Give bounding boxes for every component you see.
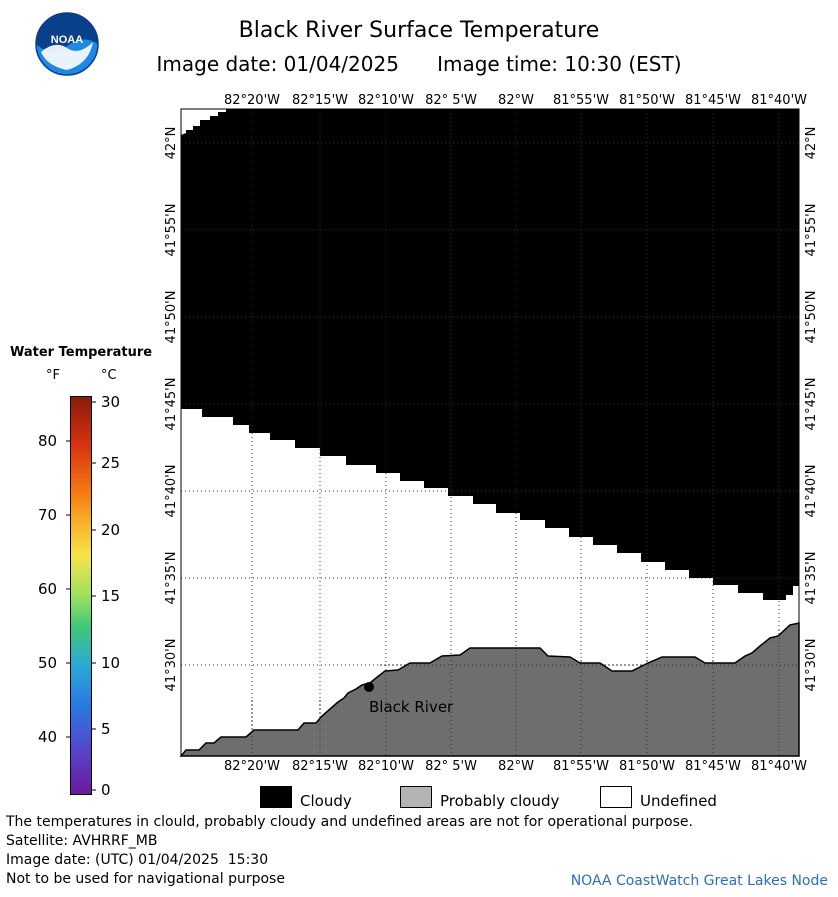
colorbar-title: Water Temperature [10,345,153,360]
lon-tick: 82°20'W [223,93,281,108]
lat-tick: 41°40'N [164,464,179,518]
map-area [179,108,800,757]
c-tick: 10 [101,654,121,672]
footer-nav-warning: Not to be used for navigational purpose [6,871,285,887]
noaa-logo: NOAA [35,12,99,76]
lon-tick: 81°40'W [750,759,808,774]
lon-tick: 81°45'W [684,93,742,108]
lon-tick: 82°10'W [357,93,415,108]
lat-tick: 41°45'N [164,377,179,431]
lon-tick: 82°W [498,759,534,774]
colorbar-ticks [66,401,96,791]
legend-swatch-probably-cloudy [400,786,432,808]
lat-tick: 41°35'N [164,551,179,605]
f-tick: 60 [38,580,58,598]
lon-tick: 81°55'W [552,93,610,108]
c-tick: 25 [101,454,121,472]
lon-tick: 82°W [498,93,534,108]
black-river-label: Black River [369,698,454,716]
legend-label-undefined: Undefined [640,792,717,810]
footer-note: The temperatures in clould, probably clo… [6,814,693,830]
lon-tick: 81°40'W [750,93,808,108]
lat-tick: 42°N [804,126,819,160]
lat-tick: 41°50'N [804,290,819,344]
lon-tick: 82°20'W [223,759,281,774]
lat-tick: 41°55'N [804,203,819,257]
lon-tick: 81°50'W [618,93,676,108]
lon-tick: 81°50'W [618,759,676,774]
logo-text: NOAA [51,34,83,46]
lon-tick: 81°45'W [684,759,742,774]
footer-utc-date: Image date: (UTC) 01/04/2025 15:30 [6,852,269,868]
colorbar [70,396,92,795]
f-tick: 70 [38,506,58,524]
lon-tick: 82°15'W [291,759,349,774]
lat-tick: 41°40'N [804,464,819,518]
lat-tick: 41°50'N [164,290,179,344]
land-region [179,622,800,757]
lon-tick: 82° 5'W [425,93,477,108]
footer-satellite: Satellite: AVHRRF_MB [6,833,158,849]
image-datetime: Image date: 01/04/2025 Image time: 10:30… [156,52,682,76]
lat-tick: 42°N [164,126,179,160]
lat-tick: 41°35'N [804,551,819,605]
f-tick: 50 [38,654,58,672]
legend-swatch-undefined [600,786,632,808]
f-tick: 80 [38,432,58,450]
colorbar-unit-c: °C [101,368,117,383]
c-tick: 5 [101,720,111,738]
legend-label-cloudy: Cloudy [300,792,352,810]
lat-tick: 41°55'N [164,203,179,257]
lon-tick: 82°10'W [357,759,415,774]
legend-swatch-cloudy [260,786,292,808]
lat-tick: 41°30'N [164,638,179,692]
lon-tick: 82° 5'W [425,759,477,774]
lon-tick: 82°15'W [291,93,349,108]
c-tick: 30 [101,393,121,411]
page-title: Black River Surface Temperature [238,18,600,43]
c-tick: 15 [101,587,121,605]
lat-tick: 41°30'N [804,638,819,692]
f-tick: 40 [38,728,58,746]
footer: The temperatures in clould, probably clo… [6,813,693,889]
lat-tick: 41°45'N [804,377,819,431]
black-river-marker[interactable] [364,682,374,692]
c-tick: 20 [101,521,121,539]
cloudy-region [181,109,799,600]
lon-tick: 81°55'W [552,759,610,774]
legend-label-probably-cloudy: Probably cloudy [440,792,560,810]
colorbar-unit-f: °F [46,368,60,383]
credit-link[interactable]: NOAA CoastWatch Great Lakes Node [570,873,828,889]
c-tick: 0 [101,781,111,799]
noaa-logo-icon: NOAA [35,12,99,76]
